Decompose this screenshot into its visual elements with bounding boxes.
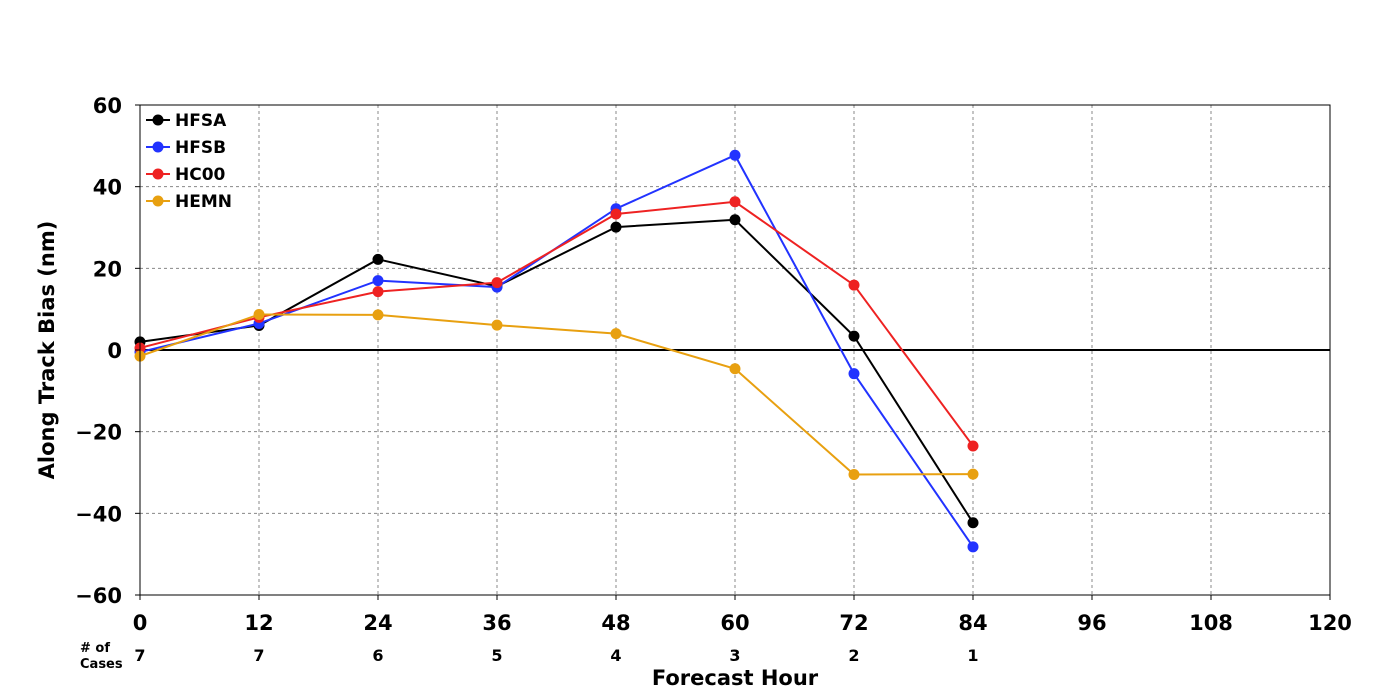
- y-tick-label: 20: [93, 257, 122, 281]
- data-point: [967, 440, 979, 452]
- x-tick-label: 108: [1189, 611, 1233, 635]
- y-axis-title: Along Track Bias (nm): [35, 221, 59, 480]
- y-tick-label: −20: [75, 421, 122, 445]
- data-point: [372, 253, 384, 265]
- data-point: [372, 286, 384, 298]
- x-tick-label: 36: [482, 611, 511, 635]
- legend-label: HFSB: [175, 138, 226, 158]
- case-count: 7: [253, 646, 264, 665]
- legend-label: HFSA: [175, 111, 227, 131]
- y-tick-label: 40: [93, 176, 122, 200]
- data-point: [610, 221, 622, 233]
- x-axis-ticks: 0 12 24 36 48 60 72 84 96 108 120: [133, 595, 1352, 635]
- data-point: [372, 309, 384, 321]
- data-point: [729, 149, 741, 161]
- series-hfsb: [134, 149, 979, 553]
- case-count: 5: [491, 646, 502, 665]
- data-point: [610, 328, 622, 340]
- case-count: 7: [134, 646, 145, 665]
- data-point: [848, 469, 860, 481]
- y-tick-label: 60: [93, 94, 122, 118]
- x-tick-label: 60: [720, 611, 749, 635]
- data-point: [491, 277, 503, 289]
- data-point: [848, 279, 860, 291]
- legend-label: HEMN: [175, 192, 232, 212]
- legend-item-hc00: HC00: [146, 165, 226, 185]
- data-point: [491, 319, 503, 331]
- x-tick-label: 84: [958, 611, 987, 635]
- case-count: 1: [967, 646, 978, 665]
- legend-item-hfsb: HFSB: [146, 138, 226, 158]
- grid: [140, 105, 1330, 595]
- cases-label-line1: # of: [80, 641, 110, 656]
- x-tick-label: 48: [601, 611, 630, 635]
- data-point: [967, 468, 979, 480]
- x-tick-label: 24: [363, 611, 392, 635]
- y-tick-label: −60: [75, 584, 122, 608]
- series-line: [139, 218, 974, 524]
- y-axis-ticks: 60 40 20 0 −20 −40 −60: [75, 94, 140, 608]
- legend-marker: [152, 141, 164, 153]
- data-point: [729, 363, 741, 375]
- data-point: [610, 208, 622, 220]
- cases-label-line2: Cases: [80, 657, 123, 672]
- x-tick-label: 120: [1308, 611, 1352, 635]
- x-tick-label: 72: [839, 611, 868, 635]
- data-point: [967, 517, 979, 529]
- legend-label: HC00: [175, 165, 226, 185]
- series-layer: [134, 149, 979, 553]
- legend-item-hemn: HEMN: [146, 192, 232, 212]
- case-count: 6: [372, 646, 383, 665]
- data-point: [729, 196, 741, 208]
- legend-marker: [152, 114, 164, 126]
- data-point: [729, 214, 741, 226]
- case-count: 4: [610, 646, 621, 665]
- legend-marker: [152, 195, 164, 207]
- x-axis-title: Forecast Hour: [652, 666, 819, 690]
- legend: HFSA HFSB HC00 HEMN: [146, 111, 232, 212]
- series-line: [139, 153, 974, 548]
- x-tick-label: 96: [1077, 611, 1106, 635]
- data-point: [967, 541, 979, 553]
- cases-row: # of Cases 7 7 6 5 4 3 2 1: [80, 641, 979, 672]
- legend-marker: [152, 168, 164, 180]
- series-hemn: [134, 308, 979, 481]
- data-point: [372, 275, 384, 287]
- data-point: [848, 330, 860, 342]
- series-line: [139, 313, 974, 476]
- y-tick-label: −40: [75, 502, 122, 526]
- case-count: 3: [729, 646, 740, 665]
- data-point: [253, 308, 265, 320]
- case-count: 2: [848, 646, 859, 665]
- series-line: [139, 200, 974, 447]
- legend-item-hfsa: HFSA: [146, 111, 227, 131]
- y-tick-label: 0: [107, 339, 122, 363]
- x-tick-label: 12: [244, 611, 273, 635]
- x-tick-label: 0: [133, 611, 148, 635]
- data-point: [848, 368, 860, 380]
